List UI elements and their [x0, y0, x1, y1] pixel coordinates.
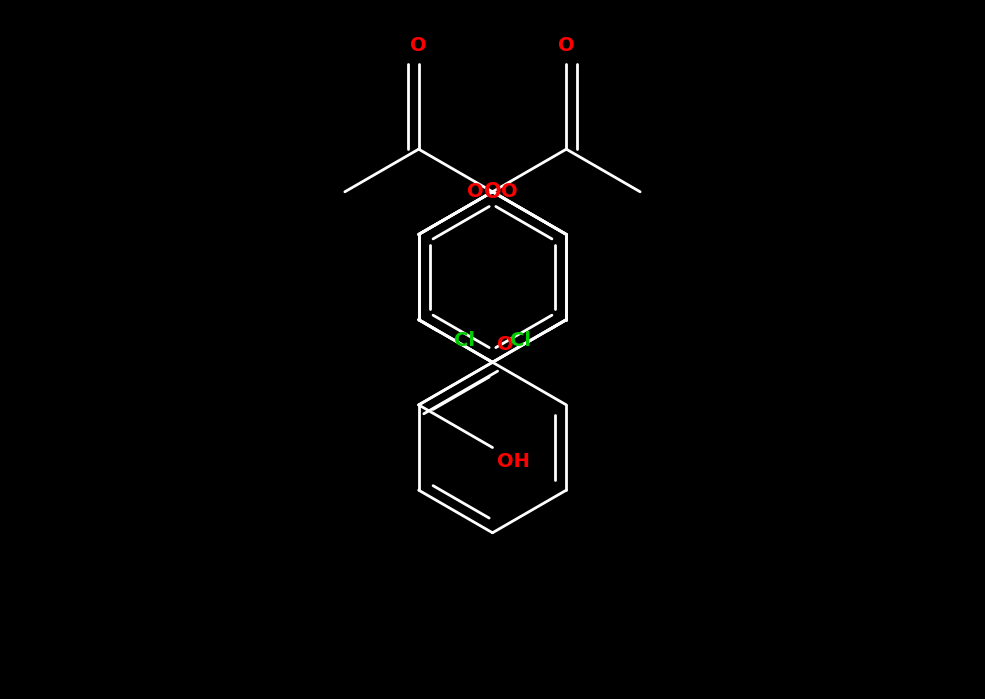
Text: Cl: Cl [454, 331, 476, 350]
Text: Cl: Cl [509, 331, 531, 350]
Text: OH: OH [496, 452, 530, 471]
Text: O: O [496, 335, 513, 354]
Text: O: O [501, 182, 518, 201]
Text: O: O [484, 182, 501, 202]
Text: O: O [411, 36, 427, 55]
Text: O: O [558, 36, 574, 55]
Text: O: O [467, 182, 484, 201]
